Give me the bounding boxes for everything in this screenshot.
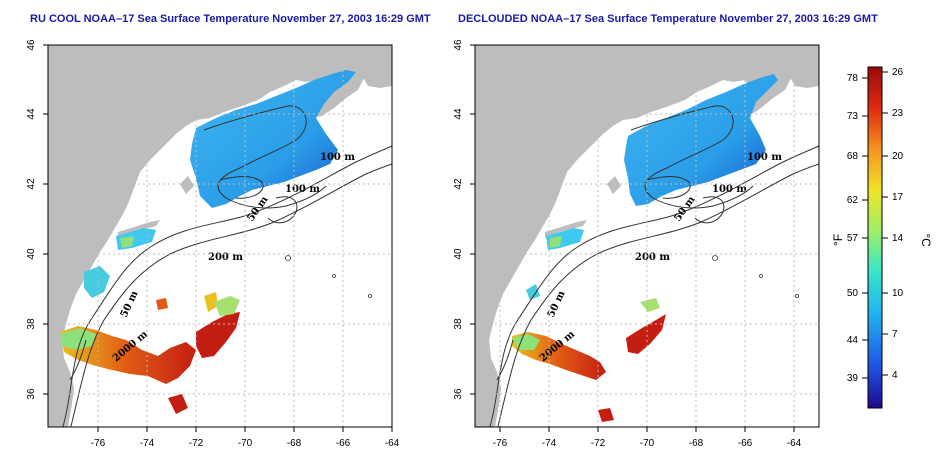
fahrenheit-tick: 78 bbox=[847, 73, 859, 84]
land-mass bbox=[48, 45, 392, 427]
y-axis: 46 44 42 40 38 36 bbox=[26, 39, 48, 400]
contour-label: 200 m bbox=[208, 252, 243, 263]
x-tick-label: -76 bbox=[91, 438, 106, 449]
contour-label: 100 m bbox=[747, 152, 782, 163]
sst-gulf-of-maine bbox=[624, 74, 778, 206]
y-tick-label: 46 bbox=[453, 39, 464, 51]
fahrenheit-tick: 62 bbox=[847, 195, 859, 206]
fahrenheit-tick: 68 bbox=[847, 151, 859, 162]
x-tick-label: -68 bbox=[287, 438, 302, 449]
y-tick-label: 40 bbox=[453, 248, 464, 260]
y-tick-label: 40 bbox=[26, 248, 37, 260]
y-tick-label: 38 bbox=[26, 318, 37, 330]
y-tick-label: 42 bbox=[26, 178, 37, 190]
x-tick-label: -76 bbox=[493, 438, 508, 449]
celsius-tick: 20 bbox=[892, 151, 904, 162]
fahrenheit-tick: 39 bbox=[847, 373, 859, 384]
x-tick-label: -64 bbox=[787, 438, 802, 449]
land-mass bbox=[475, 45, 819, 427]
map-panel-declouded: DECLOUDED NOAA–17 Sea Surface Temperatur… bbox=[453, 13, 878, 449]
x-tick-label: -74 bbox=[542, 438, 557, 449]
fahrenheit-tick: 57 bbox=[847, 233, 859, 244]
colorbar: 78 73 68 62 57 50 44 39 26 23 20 17 14 1… bbox=[831, 66, 933, 409]
x-tick-label: -74 bbox=[140, 438, 155, 449]
celsius-tick: 23 bbox=[892, 108, 904, 119]
celsius-tick: 26 bbox=[892, 67, 904, 78]
y-tick-label: 44 bbox=[26, 108, 37, 120]
y-tick-label: 36 bbox=[26, 388, 37, 400]
fahrenheit-label: °F bbox=[831, 234, 845, 246]
y-tick-label: 36 bbox=[453, 388, 464, 400]
contour-label: 100 m bbox=[712, 184, 747, 195]
celsius-tick: 4 bbox=[892, 370, 898, 381]
contour-label: 100 m bbox=[320, 152, 355, 163]
map-frame bbox=[47, 44, 393, 428]
y-tick-label: 44 bbox=[453, 108, 464, 120]
y-tick-label: 46 bbox=[26, 39, 37, 51]
x-tick-label: -70 bbox=[640, 438, 655, 449]
fahrenheit-tick: 73 bbox=[847, 111, 859, 122]
x-tick-label: -66 bbox=[738, 438, 753, 449]
map-panel-raw: RU COOL NOAA–17 Sea Surface Temperature … bbox=[26, 13, 431, 449]
fahrenheit-tick: 50 bbox=[847, 288, 859, 299]
x-tick-label: -64 bbox=[385, 438, 400, 449]
x-tick-label: -72 bbox=[591, 438, 606, 449]
y-axis: 46 44 42 40 38 36 bbox=[453, 39, 475, 400]
sst-gulf-of-maine bbox=[190, 70, 356, 208]
x-axis: -76 -74 -72 -70 -68 -66 -64 bbox=[91, 427, 400, 449]
fahrenheit-tick: 44 bbox=[847, 335, 859, 346]
colorbar-gradient bbox=[867, 66, 883, 409]
map-title: RU COOL NOAA–17 Sea Surface Temperature … bbox=[30, 13, 431, 25]
celsius-label: °C bbox=[919, 233, 933, 247]
y-tick-label: 42 bbox=[453, 178, 464, 190]
celsius-tick: 17 bbox=[892, 192, 904, 203]
contour-label: 100 m bbox=[285, 184, 320, 195]
y-tick-label: 38 bbox=[453, 318, 464, 330]
celsius-tick: 7 bbox=[892, 329, 898, 340]
map-title: DECLOUDED NOAA–17 Sea Surface Temperatur… bbox=[458, 13, 878, 25]
x-axis: -76 -74 -72 -70 -68 -66 -64 bbox=[493, 427, 802, 449]
x-tick-label: -72 bbox=[189, 438, 204, 449]
celsius-tick: 10 bbox=[892, 288, 904, 299]
celsius-tick: 14 bbox=[892, 233, 904, 244]
x-tick-label: -66 bbox=[336, 438, 351, 449]
x-tick-label: -68 bbox=[689, 438, 704, 449]
contour-label: 200 m bbox=[635, 252, 670, 263]
x-tick-label: -70 bbox=[238, 438, 253, 449]
